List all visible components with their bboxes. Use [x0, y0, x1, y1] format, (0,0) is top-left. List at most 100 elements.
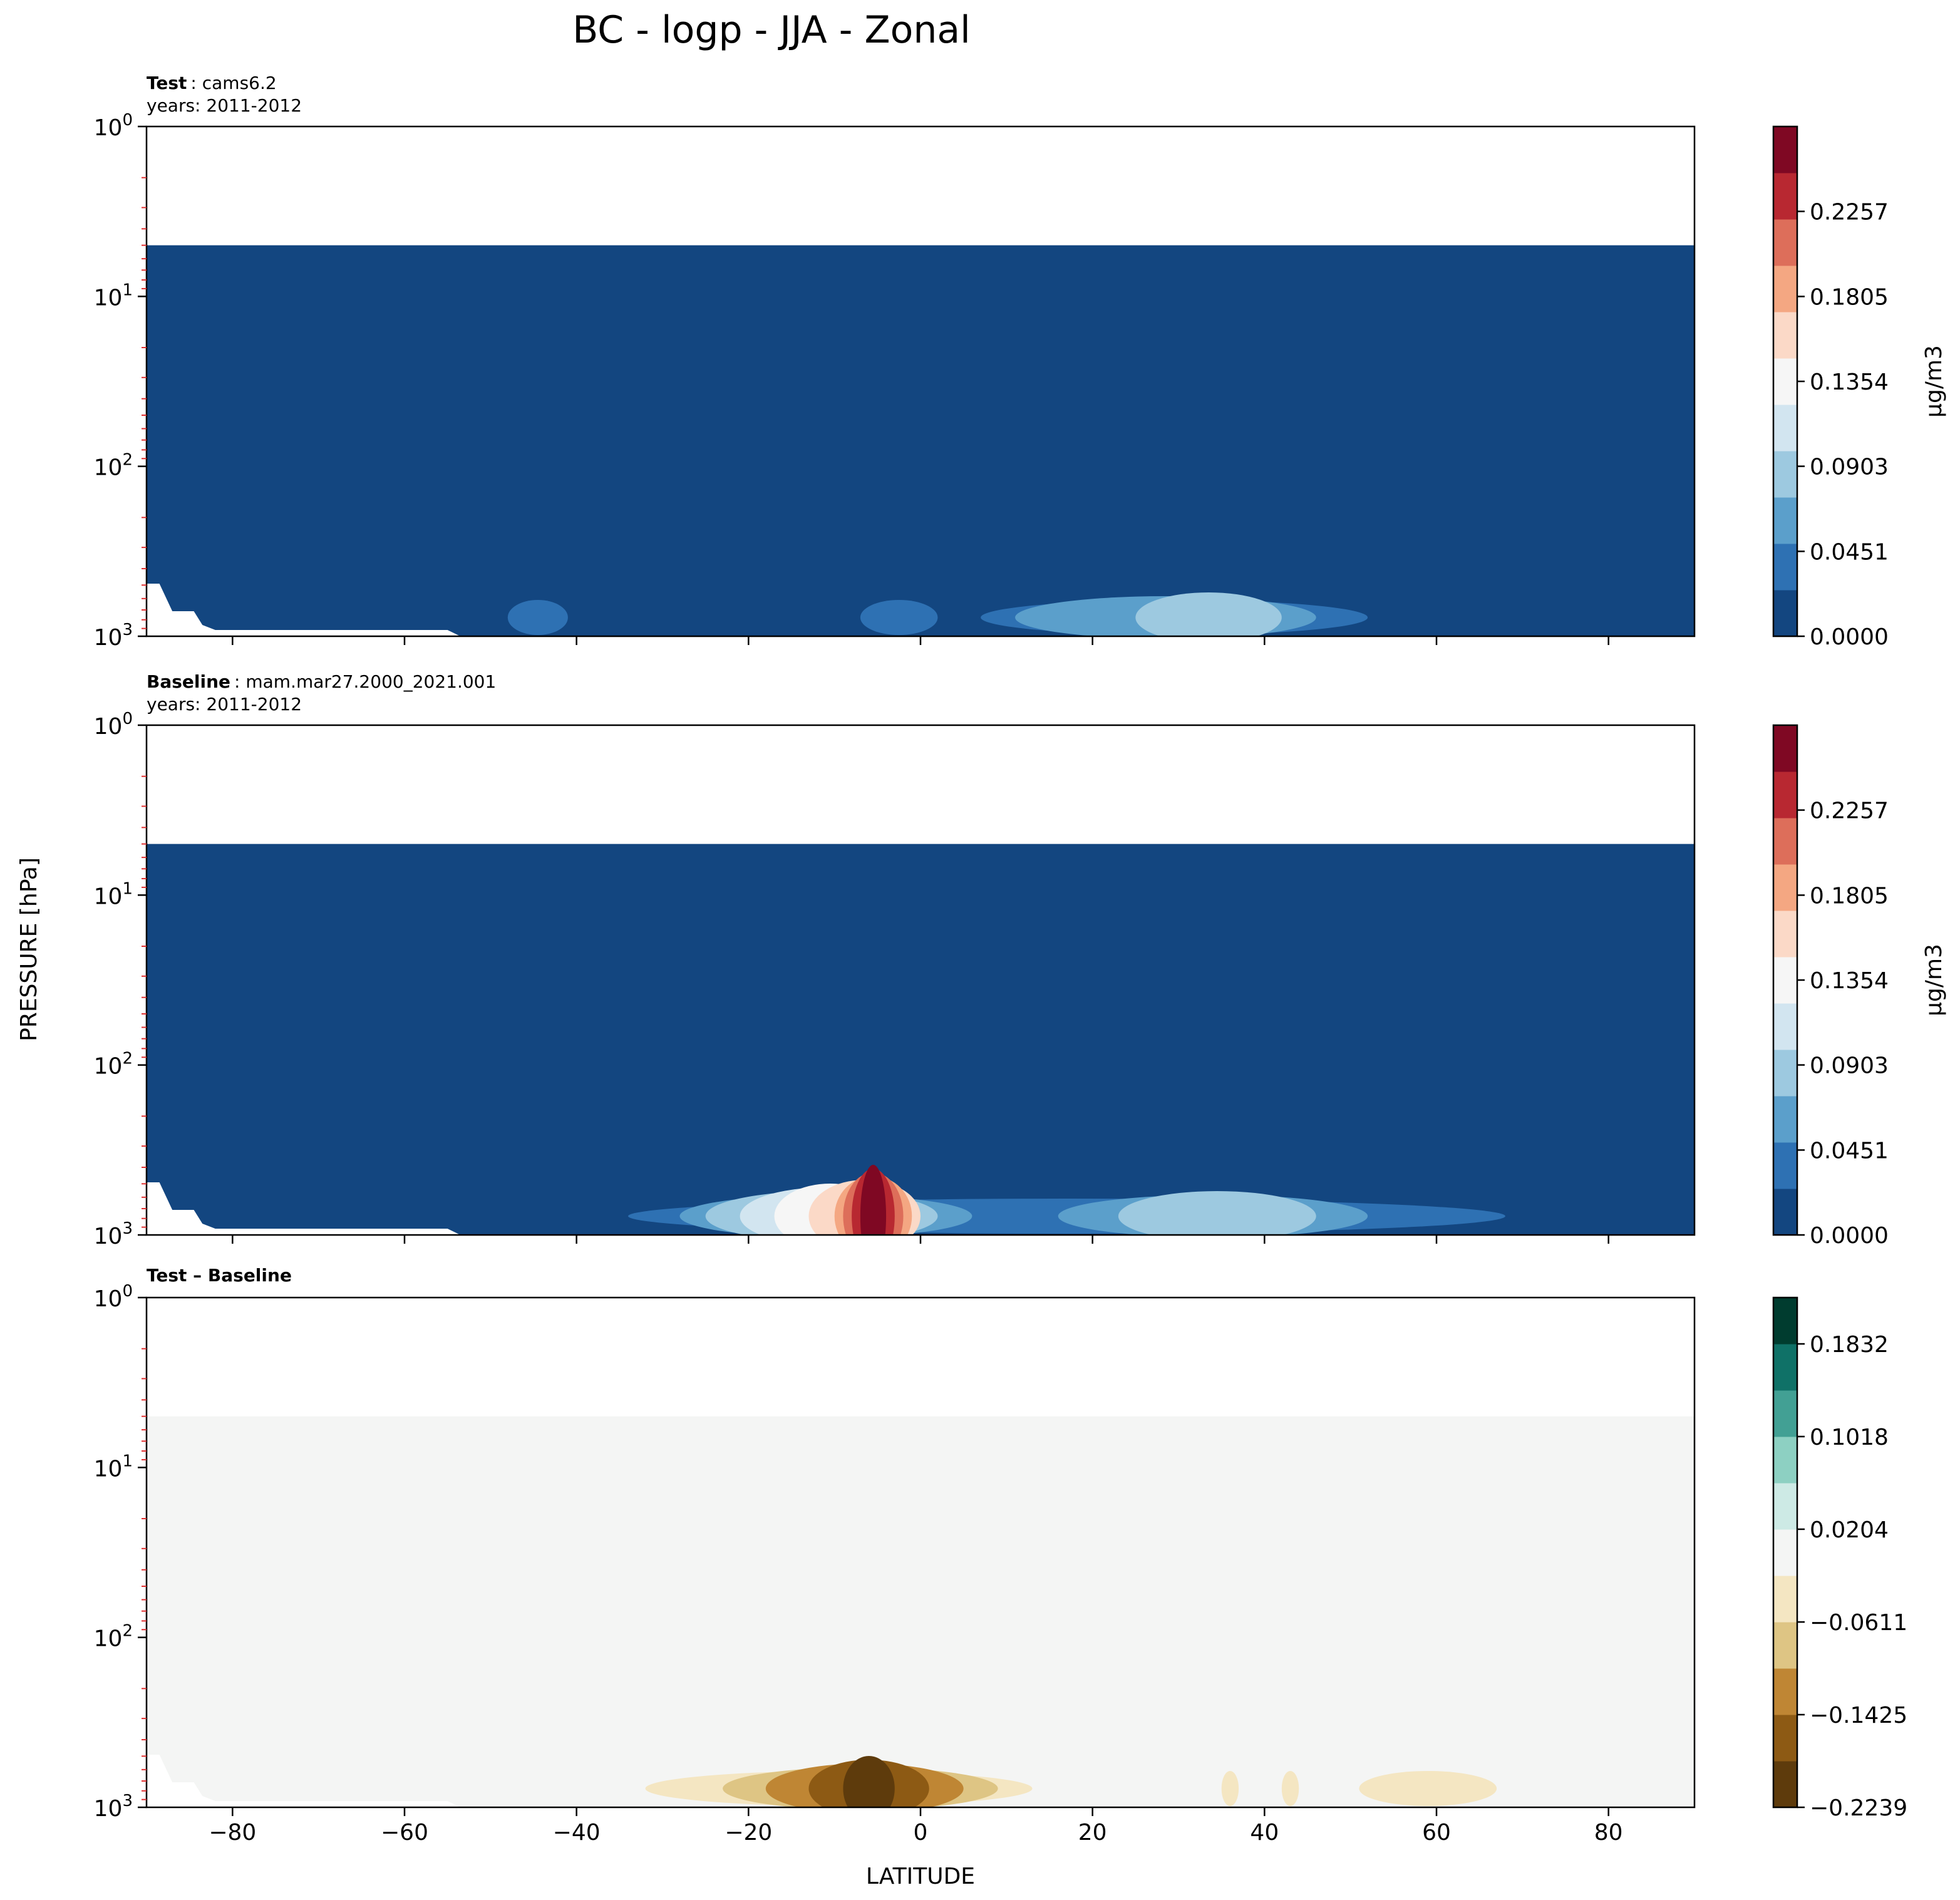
- colorbar-swatch: [1773, 1576, 1797, 1623]
- colorbar-label: μg/m3: [1921, 944, 1947, 1016]
- x-tick-label: 60: [1422, 1820, 1451, 1846]
- colorbar-swatch: [1773, 126, 1797, 173]
- x-tick-label: −60: [381, 1820, 428, 1846]
- colorbar-swatch: [1773, 1344, 1797, 1391]
- colorbar-swatch: [1773, 1529, 1797, 1576]
- data-field: [147, 844, 1694, 1235]
- colorbar-swatch: [1773, 1668, 1797, 1715]
- colorbar-swatch: [1773, 1003, 1797, 1050]
- plot-area: [147, 1298, 1694, 1807]
- colorbar-swatch: [1773, 1142, 1797, 1189]
- y-tick-label: 101: [94, 1452, 133, 1482]
- colorbar-tick-label: 0.1354: [1810, 369, 1889, 395]
- y-tick-label: 103: [94, 1792, 133, 1822]
- contour-feature: [507, 600, 568, 635]
- colorbar-tick-label: −0.1425: [1810, 1703, 1907, 1728]
- colorbar-swatch: [1773, 1050, 1797, 1097]
- x-tick-label: 80: [1594, 1820, 1623, 1846]
- y-tick-label: 101: [94, 281, 133, 311]
- x-tick-label: 40: [1250, 1820, 1279, 1846]
- data-field: [147, 1416, 1694, 1807]
- colorbar-tick-label: 0.1832: [1810, 1332, 1889, 1358]
- colorbar: 0.1832 0.1018 0.0204 −0.0611 −0.1425 −0.2239: [1772, 1296, 1907, 1821]
- panel-subtitle: years: 2011-2012: [147, 95, 302, 116]
- colorbar-tick-label: 0.0451: [1810, 539, 1889, 565]
- x-tick-label: 0: [914, 1820, 928, 1846]
- colorbar-swatch: [1773, 544, 1797, 591]
- colorbar: 0.2257 0.1805 0.1354 0.0903 0.0451 0.0000 μg/m…: [1772, 125, 1947, 650]
- terrain-mask: [147, 1182, 461, 1235]
- colorbar-swatch: [1773, 497, 1797, 544]
- panel-subtitle: years: 2011-2012: [147, 694, 302, 715]
- contour-feature: [843, 1756, 895, 1807]
- colorbar-tick-label: 0.0451: [1810, 1138, 1889, 1164]
- colorbar-frame: [1772, 1296, 1798, 1809]
- colorbar-swatch: [1773, 1298, 1797, 1345]
- panel-label: Test – Baseline: [147, 1265, 292, 1286]
- colorbar-tick-label: 0.0000: [1810, 1223, 1889, 1249]
- colorbar-tick-label: −0.0611: [1810, 1610, 1907, 1636]
- plot-area: [147, 725, 1694, 1235]
- colorbar-swatch: [1773, 1483, 1797, 1530]
- figure-title: BC - logp - JJA - Zonal: [572, 8, 971, 52]
- colorbar-swatch: [1773, 1189, 1797, 1236]
- colorbar-swatch: [1773, 312, 1797, 359]
- colorbar-swatch: [1773, 266, 1797, 312]
- panel-label: Baseline: mam.mar27.2000_2021.001: [147, 671, 496, 692]
- colorbar-swatch: [1773, 1761, 1797, 1808]
- colorbar-swatch: [1773, 358, 1797, 405]
- y-tick-label: 102: [94, 1622, 133, 1652]
- colorbar-swatch: [1773, 911, 1797, 958]
- y-tick-label: 101: [94, 879, 133, 909]
- x-tick-label: −80: [209, 1820, 256, 1846]
- colorbar-swatch: [1773, 725, 1797, 772]
- colorbar-swatch: [1773, 451, 1797, 498]
- colorbar-swatch: [1773, 772, 1797, 818]
- terrain-mask: [147, 1755, 461, 1807]
- x-tick-label: −20: [725, 1820, 772, 1846]
- colorbar-swatch: [1773, 957, 1797, 1004]
- colorbar-swatch: [1773, 1390, 1797, 1437]
- panel-2: 100 101 102 103 Baseline: mam.mar27.2000_202…: [94, 671, 1947, 1249]
- y-tick-label: 103: [94, 1219, 133, 1249]
- y-tick-label: 100: [94, 1282, 133, 1312]
- y-tick-label: 102: [94, 451, 133, 481]
- y-axis-label: PRESSURE [hPa]: [16, 857, 42, 1041]
- colorbar-tick-label: 0.1018: [1810, 1425, 1889, 1450]
- contour-feature: [1221, 1771, 1239, 1806]
- colorbar-swatch: [1773, 1437, 1797, 1484]
- terrain-mask: [147, 584, 461, 636]
- colorbar-tick-label: 0.0204: [1810, 1517, 1889, 1543]
- contour-feature: [1281, 1771, 1299, 1806]
- colorbar-swatch: [1773, 1715, 1797, 1762]
- data-field: [147, 245, 1694, 636]
- contour-feature: [1135, 592, 1282, 636]
- colorbar-swatch: [1773, 173, 1797, 220]
- colorbar-tick-label: 0.2257: [1810, 798, 1889, 824]
- plot-area: [147, 126, 1694, 636]
- contour-feature: [1359, 1771, 1497, 1806]
- panel-3: 100 101 102 103 −80 −60 −40 −20 0 20 40 60 80 Test – …: [94, 1265, 1908, 1846]
- colorbar-swatch: [1773, 590, 1797, 637]
- contour-feature: [1118, 1191, 1316, 1235]
- colorbar-tick-label: 0.0000: [1810, 624, 1889, 650]
- y-tick-label: 103: [94, 621, 133, 651]
- colorbar-tick-label: 0.1354: [1810, 968, 1889, 994]
- contour-feature: [860, 1165, 887, 1235]
- colorbar-tick-label: −0.2239: [1810, 1795, 1907, 1821]
- contour-feature: [860, 600, 938, 635]
- x-tick-label: −40: [553, 1820, 601, 1846]
- panel-label: Test: cams6.2: [147, 73, 277, 93]
- y-tick-label: 102: [94, 1050, 133, 1080]
- colorbar-swatch: [1773, 864, 1797, 911]
- colorbar-tick-label: 0.2257: [1810, 200, 1889, 225]
- colorbar-swatch: [1773, 1096, 1797, 1143]
- y-tick-label: 100: [94, 710, 133, 740]
- colorbar-swatch: [1773, 405, 1797, 452]
- colorbar-swatch: [1773, 818, 1797, 865]
- y-tick-label: 100: [94, 111, 133, 141]
- colorbar-tick-label: 0.0903: [1810, 1053, 1889, 1079]
